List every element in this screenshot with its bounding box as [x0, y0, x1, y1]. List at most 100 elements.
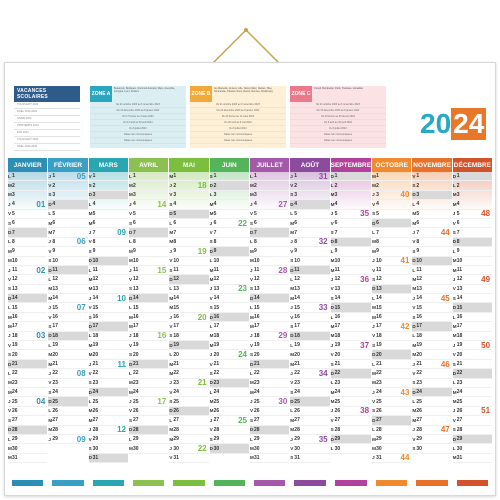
weekday-letter: J	[8, 399, 11, 405]
weekday-letter: L	[330, 183, 334, 189]
day-number: 17	[173, 323, 179, 330]
weekday-letter: D	[249, 427, 254, 433]
month-header: MARS	[88, 158, 128, 172]
day-number: 20	[213, 351, 220, 358]
weekday-letter: M	[412, 276, 417, 282]
day-row: D 26	[169, 406, 209, 417]
day-number: 9	[376, 248, 379, 255]
day-row: M 13	[88, 285, 128, 295]
day-number: 11	[213, 267, 219, 274]
weekday-letter: L	[128, 305, 132, 311]
day-number: 12	[52, 276, 58, 283]
weekday-letter: S	[372, 408, 376, 414]
weekday-letter: V	[128, 342, 133, 348]
weekday-letter: M	[8, 455, 12, 461]
weekday-letter: L	[169, 220, 173, 226]
day-number: 18	[132, 332, 139, 339]
weekday-letter: M	[249, 455, 254, 461]
day-row: D 24	[88, 387, 128, 398]
day-row: J 22 08	[48, 369, 88, 379]
weekday-letter: D	[209, 183, 213, 189]
day-row: M 23	[372, 379, 412, 388]
week-number: 40	[400, 190, 410, 200]
weekday-letter: M	[169, 436, 174, 442]
day-number: 12	[253, 276, 260, 283]
day-row: M 12	[209, 275, 249, 285]
weekday-letter: M	[48, 361, 53, 367]
month-column: AVRIL L 1 M 2 M 3 J 4 14 V 5 S 6 D 7 L 8 M 9 M 10 J 11 15 V 12 S 13 D…	[128, 158, 169, 488]
day-row: M 30	[372, 444, 412, 454]
day-row: V 15	[412, 303, 452, 313]
weekday-letter: L	[290, 276, 294, 282]
day-number: 24	[334, 389, 341, 396]
day-row: M 24	[128, 388, 169, 398]
weekday-letter: L	[88, 267, 92, 273]
day-number: 6	[213, 220, 217, 227]
weekday-letter: L	[330, 380, 334, 386]
day-row: M 15	[169, 303, 209, 313]
weekday-letter: J	[48, 436, 51, 442]
day-row: J 14 10	[88, 294, 128, 304]
day-number: 22	[92, 370, 99, 377]
day-number: 12	[416, 276, 422, 283]
day-number: 28	[253, 426, 260, 433]
weekday-letter: D	[128, 295, 133, 301]
day-number: 27	[173, 417, 179, 424]
day-row: V 13	[330, 285, 372, 295]
day-row: M 31	[249, 454, 290, 464]
week-number: 35	[360, 209, 370, 219]
day-number: 16	[294, 314, 300, 321]
weekday-letter: M	[48, 352, 53, 358]
weekday-letter: L	[8, 173, 11, 179]
weekday-letter: V	[372, 333, 376, 339]
weekday-letter: M	[128, 323, 133, 329]
day-row: L 29	[8, 435, 48, 445]
day-number: 15	[456, 304, 463, 311]
day-row: S 20	[8, 350, 48, 360]
day-number: 31	[456, 454, 463, 461]
weekday-letter: M	[8, 248, 12, 254]
day-number: 30	[92, 445, 99, 452]
day-row: J 1 05	[48, 172, 88, 182]
day-row: D 25	[48, 397, 88, 407]
day-number: 28	[132, 426, 139, 433]
weekday-letter: V	[290, 183, 294, 189]
day-row: D 15	[452, 303, 493, 313]
day-row: M 19	[412, 341, 452, 351]
day-number: 10	[376, 257, 382, 264]
day-number: 19	[253, 342, 260, 349]
day-row: L 22	[128, 369, 169, 379]
zone-date-line: Du 17 février au 4 mars 2024	[90, 114, 186, 120]
weekday-letter: D	[372, 417, 376, 423]
week-number: 11	[117, 359, 126, 369]
month-footer-bar	[12, 480, 44, 486]
day-row: J 5 48	[452, 209, 493, 219]
weekday-letter: S	[290, 323, 294, 329]
weekday-letter: L	[48, 342, 52, 348]
day-number: 23	[132, 379, 139, 386]
weekday-letter: L	[372, 361, 375, 367]
weekday-letter: J	[372, 455, 375, 461]
day-row: L 29	[249, 435, 290, 445]
day-row: V 23	[290, 379, 330, 388]
day-number: 19	[52, 342, 58, 349]
day-number: 24	[253, 389, 260, 396]
weekday-letter: S	[209, 239, 213, 245]
day-number: 4	[12, 201, 15, 208]
day-row: J 20 24	[209, 350, 249, 360]
week-number: 19	[197, 246, 207, 256]
weekday-letter: M	[372, 370, 376, 376]
day-number: 9	[132, 248, 136, 255]
weekday-letter: J	[169, 248, 172, 254]
weekday-letter: M	[452, 201, 457, 207]
weekday-letter: V	[330, 417, 334, 423]
weekday-letter: M	[290, 427, 295, 433]
